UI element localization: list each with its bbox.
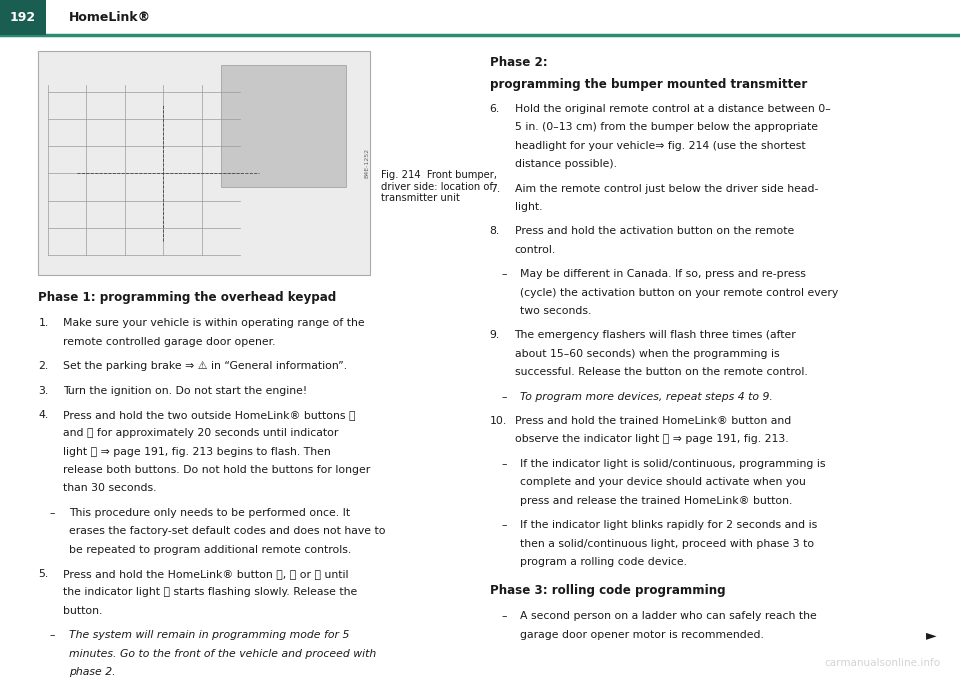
- Text: Hold the original remote control at a distance between 0–: Hold the original remote control at a di…: [515, 104, 830, 114]
- Text: phase 2.: phase 2.: [69, 667, 116, 677]
- Text: –: –: [501, 392, 507, 402]
- Text: ►: ►: [926, 628, 937, 643]
- Text: Fig. 214  Front bumper,
driver side: location of
transmitter unit: Fig. 214 Front bumper, driver side: loca…: [381, 170, 497, 203]
- Text: The system will remain in programming mode for 5: The system will remain in programming mo…: [69, 630, 349, 641]
- Text: about 15–60 seconds) when the programming is: about 15–60 seconds) when the programmin…: [515, 349, 780, 359]
- Text: May be different in Canada. If so, press and re-press: May be different in Canada. If so, press…: [520, 269, 806, 279]
- Text: two seconds.: two seconds.: [520, 306, 591, 316]
- Text: 1.: 1.: [38, 318, 49, 328]
- Text: minutes. Go to the front of the vehicle and proceed with: minutes. Go to the front of the vehicle …: [69, 649, 376, 659]
- Text: Set the parking brake ⇒ ⚠ in “General information”.: Set the parking brake ⇒ ⚠ in “General in…: [63, 361, 348, 371]
- Text: garage door opener motor is recommended.: garage door opener motor is recommended.: [520, 630, 764, 640]
- Text: –: –: [50, 508, 56, 518]
- Text: light.: light.: [515, 202, 542, 212]
- Text: 2.: 2.: [38, 361, 49, 371]
- Bar: [38, 51, 370, 275]
- Text: then a solid/continuous light, proceed with phase 3 to: then a solid/continuous light, proceed w…: [520, 539, 814, 549]
- Bar: [0, 0, 46, 35]
- Text: 5.: 5.: [38, 569, 49, 579]
- Text: 9.: 9.: [490, 330, 500, 341]
- Text: observe the indicator light Ⓐ ⇒ page 191, fig. 213.: observe the indicator light Ⓐ ⇒ page 191…: [515, 435, 788, 445]
- Text: 10.: 10.: [490, 416, 507, 426]
- Text: (cycle) the activation button on your remote control every: (cycle) the activation button on your re…: [520, 288, 839, 298]
- Text: If the indicator light is solid/continuous, programming is: If the indicator light is solid/continuo…: [520, 459, 826, 469]
- Text: than 30 seconds.: than 30 seconds.: [63, 483, 156, 494]
- Text: carmanualsonline.info: carmanualsonline.info: [825, 658, 941, 668]
- Text: button.: button.: [63, 606, 103, 616]
- Text: program a rolling code device.: program a rolling code device.: [520, 557, 687, 567]
- Text: 6.: 6.: [490, 104, 500, 114]
- Text: press and release the trained HomeLink® button.: press and release the trained HomeLink® …: [520, 496, 793, 506]
- Text: Phase 3: rolling code programming: Phase 3: rolling code programming: [490, 584, 725, 597]
- Text: To program more devices, repeat steps 4 to 9.: To program more devices, repeat steps 4 …: [520, 392, 773, 402]
- Text: 192: 192: [10, 11, 36, 24]
- Text: Press and hold the HomeLink® button Ⓐ, Ⓛ or Ⓜ until: Press and hold the HomeLink® button Ⓐ, Ⓛ…: [63, 569, 348, 579]
- Text: 3.: 3.: [38, 386, 49, 396]
- Text: remote controlled garage door opener.: remote controlled garage door opener.: [63, 337, 276, 347]
- Text: distance possible).: distance possible).: [515, 159, 616, 169]
- Text: programming the bumper mounted transmitter: programming the bumper mounted transmitt…: [490, 78, 806, 90]
- Text: 8.: 8.: [490, 226, 500, 237]
- Text: –: –: [501, 269, 507, 279]
- Text: complete and your device should activate when you: complete and your device should activate…: [520, 477, 806, 488]
- Text: Press and hold the trained HomeLink® button and: Press and hold the trained HomeLink® but…: [515, 416, 791, 426]
- Text: successful. Release the button on the remote control.: successful. Release the button on the re…: [515, 367, 807, 377]
- Text: This procedure only needs to be performed once. It: This procedure only needs to be performe…: [69, 508, 350, 518]
- Text: –: –: [50, 630, 56, 641]
- Text: and Ⓜ for approximately 20 seconds until indicator: and Ⓜ for approximately 20 seconds until…: [63, 428, 339, 439]
- Text: light Ⓐ ⇒ page 191, fig. 213 begins to flash. Then: light Ⓐ ⇒ page 191, fig. 213 begins to f…: [63, 447, 331, 457]
- Text: Press and hold the activation button on the remote: Press and hold the activation button on …: [515, 226, 794, 237]
- Text: –: –: [501, 611, 507, 622]
- Text: release both buttons. Do not hold the buttons for longer: release both buttons. Do not hold the bu…: [63, 465, 371, 475]
- Text: be repeated to program additional remote controls.: be repeated to program additional remote…: [69, 545, 351, 555]
- Text: headlight for your vehicle⇒ fig. 214 (use the shortest: headlight for your vehicle⇒ fig. 214 (us…: [515, 141, 805, 151]
- Text: Aim the remote control just below the driver side head-: Aim the remote control just below the dr…: [515, 184, 818, 194]
- Text: Phase 2:: Phase 2:: [490, 56, 547, 69]
- Text: B4E-1252: B4E-1252: [364, 148, 370, 178]
- Text: erases the factory-set default codes and does not have to: erases the factory-set default codes and…: [69, 526, 386, 537]
- Text: 7.: 7.: [490, 184, 500, 194]
- Text: –: –: [501, 520, 507, 530]
- Text: 5 in. (0–13 cm) from the bumper below the appropriate: 5 in. (0–13 cm) from the bumper below th…: [515, 122, 818, 133]
- Text: 4.: 4.: [38, 410, 49, 420]
- Text: If the indicator light blinks rapidly for 2 seconds and is: If the indicator light blinks rapidly fo…: [520, 520, 818, 530]
- Text: the indicator light Ⓐ starts flashing slowly. Release the: the indicator light Ⓐ starts flashing sl…: [63, 588, 358, 598]
- Text: Make sure your vehicle is within operating range of the: Make sure your vehicle is within operati…: [63, 318, 365, 328]
- Text: –: –: [501, 459, 507, 469]
- Text: A second person on a ladder who can safely reach the: A second person on a ladder who can safe…: [520, 611, 817, 622]
- Text: HomeLink®: HomeLink®: [69, 11, 152, 24]
- Text: Turn the ignition on. Do not start the engine!: Turn the ignition on. Do not start the e…: [63, 386, 307, 396]
- Text: Phase 1: programming the overhead keypad: Phase 1: programming the overhead keypad: [38, 291, 337, 304]
- Text: The emergency flashers will flash three times (after: The emergency flashers will flash three …: [515, 330, 796, 341]
- Text: control.: control.: [515, 245, 556, 255]
- Text: Press and hold the two outside HomeLink® buttons Ⓐ: Press and hold the two outside HomeLink®…: [63, 410, 356, 420]
- Bar: [221, 65, 346, 187]
